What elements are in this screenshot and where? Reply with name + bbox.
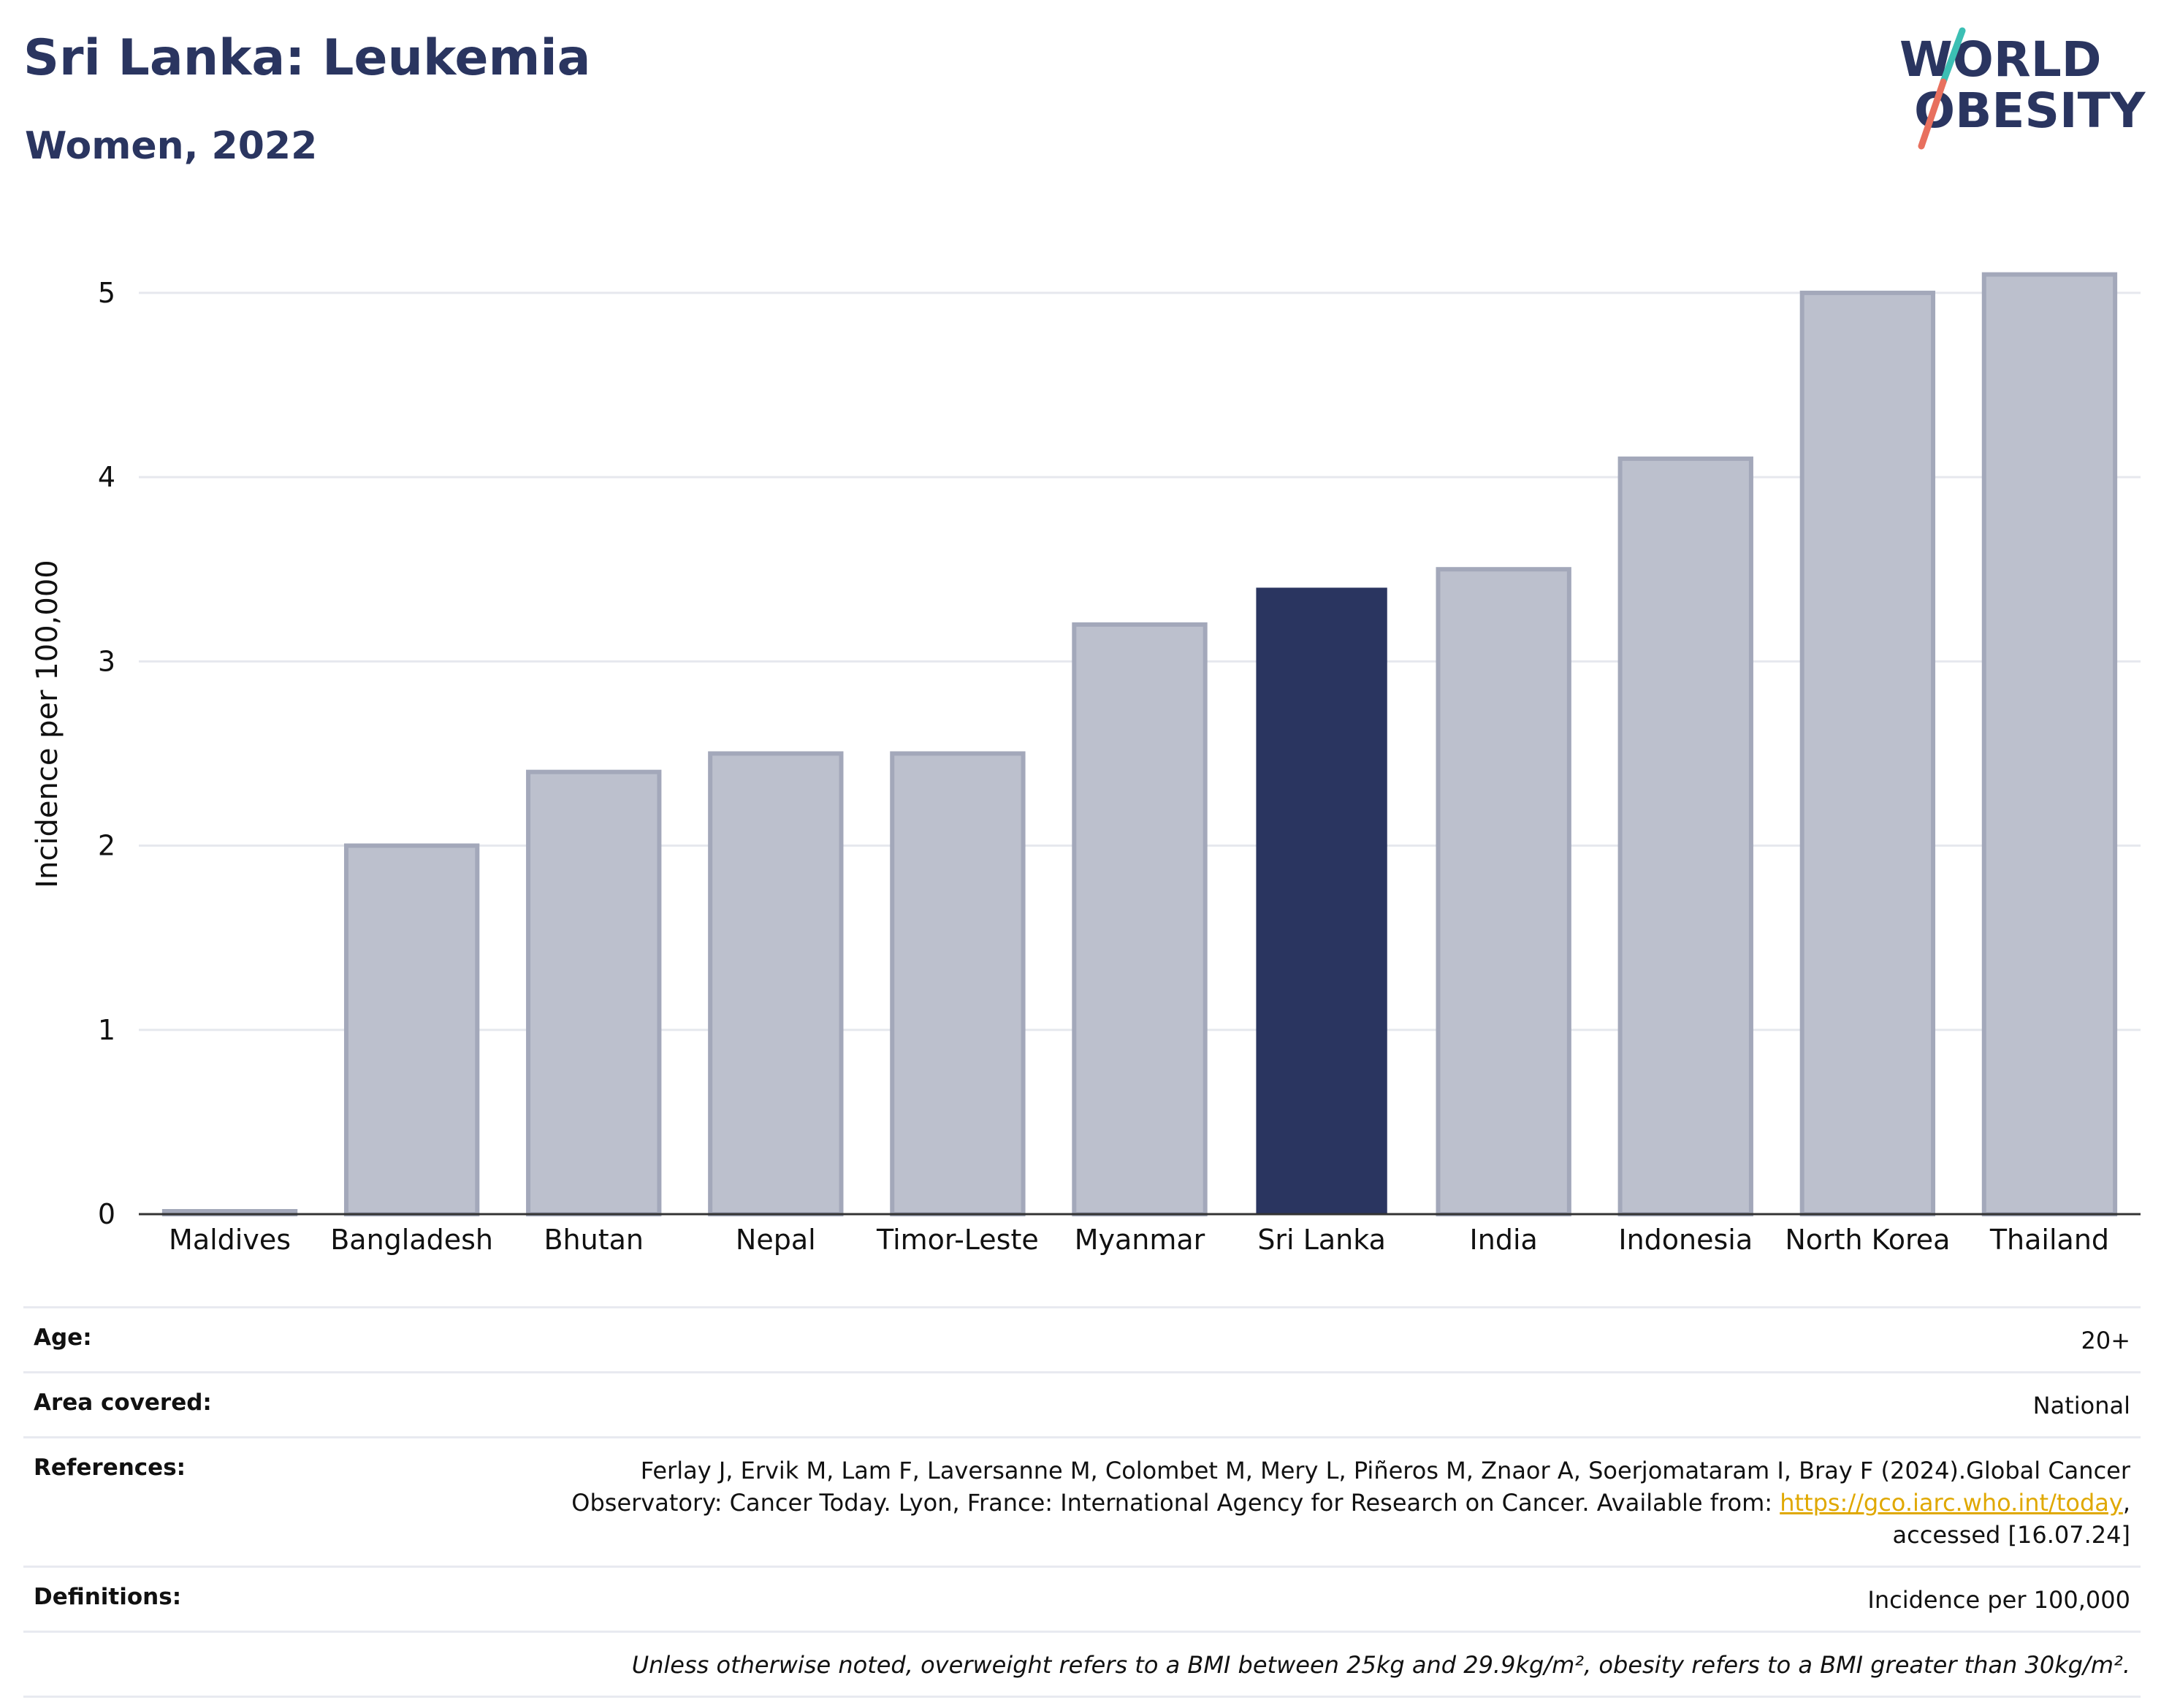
info-row-age: Age: 20+	[23, 1306, 2141, 1371]
info-row-note: Unless otherwise noted, overweight refer…	[23, 1631, 2141, 1698]
references-line3: accessed [16.07.24]	[1892, 1521, 2130, 1549]
x-tick-label: Nepal	[736, 1224, 816, 1256]
y-axis-title: Incidence per 100,000	[31, 560, 64, 888]
bar	[890, 751, 1026, 1216]
chart-subtitle: Women, 2022	[25, 124, 318, 168]
x-tick-label: Thailand	[1989, 1224, 2109, 1256]
area-label: Area covered:	[34, 1389, 212, 1416]
x-tick-label: Bangladesh	[330, 1224, 493, 1256]
logo-text-obesity: OBESITY	[1914, 83, 2146, 139]
bar-highlight	[1256, 587, 1387, 1214]
info-row-definitions: Definitions: Incidence per 100,000	[23, 1566, 2141, 1631]
bar-chart: 0 1 2 3 4 5 Maldives Bangladesh Bhutan Nepal Timor…	[31, 272, 2141, 1256]
bar	[1617, 456, 1753, 1216]
age-value: 20+	[2081, 1327, 2130, 1354]
y-tick-label: 3	[98, 645, 115, 677]
info-row-references: References: Ferlay J, Ervik M, Lam F, La…	[23, 1436, 2141, 1566]
references-value: Ferlay J, Ervik M, Lam F, Laversanne M, …	[571, 1455, 2130, 1551]
area-value: National	[2032, 1392, 2130, 1419]
references-link[interactable]: https://gco.iarc.who.int/today	[1780, 1489, 2123, 1517]
y-tick-label: 4	[98, 461, 115, 493]
x-tick-label: India	[1470, 1224, 1538, 1256]
references-line1: Ferlay J, Ervik M, Lam F, Laversanne M, …	[640, 1457, 2130, 1484]
logo-slash-coral	[1918, 78, 1947, 150]
bar	[1799, 290, 1936, 1216]
y-tick-label: 2	[98, 830, 115, 862]
references-comma: ,	[2122, 1489, 2130, 1517]
x-tick-label: Indonesia	[1618, 1224, 1753, 1256]
age-label: Age:	[34, 1324, 92, 1351]
x-tick-label: Bhutan	[544, 1224, 644, 1256]
references-label: References:	[34, 1455, 186, 1481]
definitions-label: Definitions:	[34, 1584, 182, 1610]
x-tick-label: Timor-Leste	[876, 1224, 1039, 1256]
x-tick-label: Maldives	[169, 1224, 291, 1256]
y-tick-label: 5	[98, 277, 115, 309]
bar	[1981, 272, 2118, 1217]
x-tick-label: Myanmar	[1075, 1224, 1205, 1256]
y-tick-label: 0	[98, 1198, 115, 1230]
y-tick-label: 1	[98, 1014, 115, 1046]
definitions-value: Incidence per 100,000	[1867, 1586, 2130, 1614]
bar	[1436, 567, 1571, 1216]
references-line2: Observatory: Cancer Today. Lyon, France:…	[571, 1489, 1780, 1517]
logo-text-world: WORLD	[1899, 31, 2102, 88]
bar	[343, 843, 480, 1216]
info-table: Age: 20+ Area covered: National Referenc…	[23, 1306, 2141, 1698]
chart-title: Sri Lanka: Leukemia	[23, 29, 591, 87]
x-tick-label: North Korea	[1785, 1224, 1950, 1256]
info-row-area: Area covered: National	[23, 1371, 2141, 1436]
bar	[526, 769, 662, 1216]
logo-slash-teal	[1940, 27, 1966, 85]
bar	[708, 751, 844, 1216]
bar	[1072, 622, 1208, 1216]
world-obesity-logo: WORLD OBESITY	[1899, 27, 2146, 150]
bmi-note: Unless otherwise noted, overweight refer…	[631, 1651, 2130, 1679]
x-tick-label: Sri Lanka	[1257, 1224, 1386, 1256]
